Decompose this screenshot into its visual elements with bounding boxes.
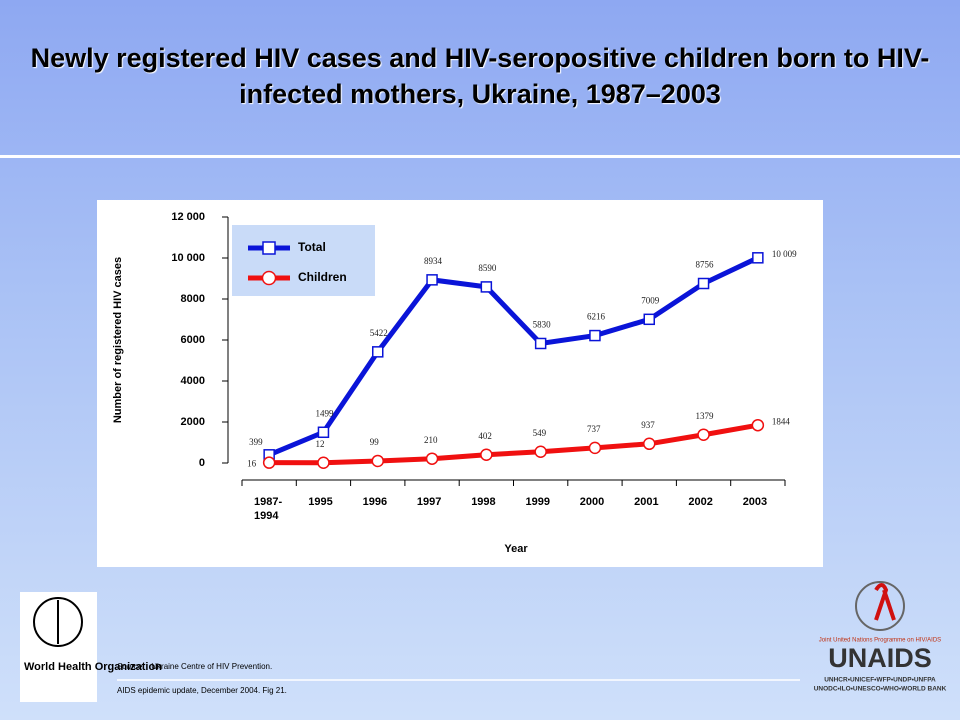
legend-box <box>232 225 375 296</box>
marker <box>371 454 384 468</box>
x-axis-title: Year <box>504 543 528 555</box>
x-tick-label: 2001 <box>634 496 659 508</box>
data-label: 8590 <box>478 263 497 273</box>
y-tick-label: 2000 <box>181 416 205 428</box>
marker <box>317 456 330 470</box>
y-tick-label: 8000 <box>181 293 205 305</box>
marker <box>426 274 438 286</box>
marker <box>751 418 765 432</box>
data-label: 10 009 <box>772 249 797 259</box>
data-label: 6216 <box>587 312 606 322</box>
legend-label: Total <box>298 240 326 254</box>
source: Source: Ukraine Centre of HIV Prevention… <box>117 662 272 671</box>
x-tick-label: 1987- 1994 <box>254 496 283 522</box>
data-label: 12 <box>315 439 324 449</box>
x-tick-label: 1998 <box>471 496 496 508</box>
series-line <box>269 422 759 466</box>
marker <box>643 437 656 451</box>
y-tick-label: 10 000 <box>171 252 205 264</box>
footnote: AIDS epidemic update, December 2004. Fig… <box>117 686 287 695</box>
data-label: 549 <box>533 428 547 438</box>
data-label: 399 <box>249 437 263 447</box>
marker <box>589 329 601 342</box>
un-emblem <box>855 581 905 631</box>
data-label: 210 <box>424 435 438 445</box>
data-label: 402 <box>478 431 492 441</box>
x-tick-label: 2003 <box>742 496 768 508</box>
unaids-members: UNODC•ILO•UNESCO•WHO•WORLD BANK <box>814 686 947 693</box>
source-text: Ukraine Centre of HIV Prevention. <box>151 662 273 671</box>
source-label: Source: <box>117 662 145 671</box>
data-label: 737 <box>587 424 601 434</box>
y-tick-label: 6000 <box>181 334 205 346</box>
who-emblem <box>33 597 83 647</box>
data-label: 7009 <box>641 295 660 305</box>
x-tick-label: 1995 <box>308 496 333 508</box>
unaids-members: UNHCR•UNICEF•WFP•UNDP•UNFPA <box>824 677 936 684</box>
x-tick-label: 2002 <box>688 496 713 508</box>
data-label: 937 <box>641 420 655 430</box>
unaids-tagline: Joint United Nations Programme on HIV/AI… <box>819 638 941 644</box>
marker <box>752 252 764 264</box>
y-axis-title: Number of registered HIV cases <box>112 257 124 423</box>
y-tick-label: 4000 <box>181 375 205 387</box>
data-label: 8756 <box>696 260 715 270</box>
x-tick-label: 1996 <box>362 496 388 508</box>
marker <box>534 337 547 350</box>
marker <box>588 441 602 455</box>
marker <box>425 452 439 465</box>
marker <box>372 346 384 358</box>
marker <box>317 426 330 439</box>
data-label: 16 <box>247 459 257 469</box>
marker <box>262 456 276 469</box>
y-tick-label: 0 <box>199 457 205 469</box>
marker <box>480 281 493 293</box>
marker <box>534 445 547 458</box>
data-label: 5830 <box>533 320 552 330</box>
marker <box>480 448 493 462</box>
data-label: 99 <box>370 437 380 447</box>
data-label: 8934 <box>424 256 443 266</box>
divider <box>0 155 960 158</box>
unaids-logo: UNAIDS <box>828 643 932 673</box>
data-label: 1499 <box>315 408 334 418</box>
who-logo-text: World Health Organization <box>24 661 162 673</box>
marker <box>697 428 710 441</box>
slide-title: Newly registered HIV cases and HIV-serop… <box>30 43 930 109</box>
legend-marker <box>261 270 277 286</box>
data-label: 1379 <box>696 411 715 421</box>
x-tick-label: 1999 <box>525 496 550 508</box>
marker <box>643 313 655 326</box>
y-tick-label: 12 000 <box>171 211 205 223</box>
legend-label: Children <box>298 270 347 284</box>
legend-marker <box>262 241 276 255</box>
chart-panel <box>97 200 823 567</box>
ribbon <box>874 583 896 621</box>
data-label: 5422 <box>370 328 388 338</box>
x-tick-label: 2000 <box>579 496 605 508</box>
x-tick-label: 1997 <box>416 496 442 508</box>
series-line <box>268 255 759 458</box>
data-label: 1844 <box>772 416 791 426</box>
marker <box>697 277 710 290</box>
